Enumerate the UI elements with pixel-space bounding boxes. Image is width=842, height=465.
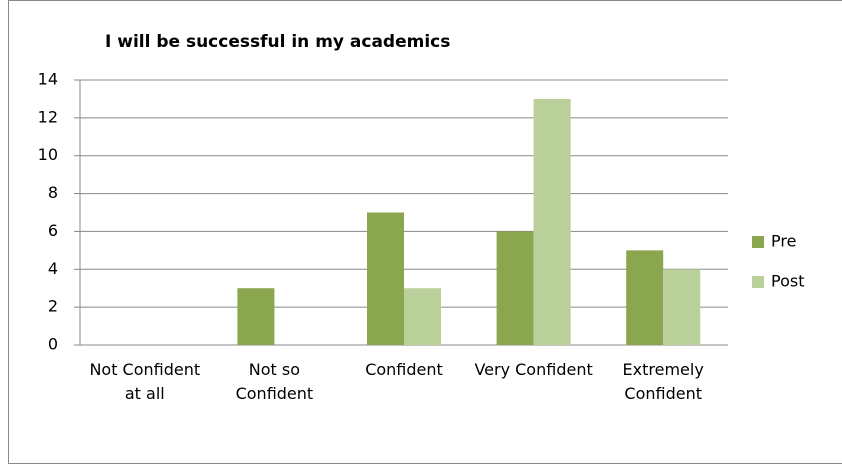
y-tick-label: 12 — [38, 107, 58, 126]
y-tick-label: 2 — [48, 297, 58, 316]
x-tick-label: Not so Confident — [235, 360, 314, 403]
x-tick-label: Confident — [365, 360, 443, 379]
y-tick-label: 0 — [48, 335, 58, 354]
x-tick-label: Very Confident — [474, 360, 593, 379]
x-tick-label: Not Confident at all — [89, 360, 201, 403]
chart-title: I will be successful in my academics — [105, 32, 450, 52]
legend-swatch — [752, 236, 764, 248]
legend-label: Post — [771, 272, 804, 291]
y-tick-label: 14 — [38, 70, 58, 89]
x-tick-label: Extremely Confident — [622, 360, 704, 403]
bar — [533, 98, 571, 345]
y-tick-label: 4 — [48, 259, 58, 278]
y-tick-label: 6 — [48, 221, 58, 240]
bar — [626, 250, 664, 345]
y-tick-label: 8 — [48, 183, 58, 202]
chart-border — [8, 0, 842, 464]
legend-label: Pre — [771, 232, 796, 251]
bar — [237, 288, 275, 345]
bar — [496, 231, 534, 345]
y-tick-label: 10 — [38, 145, 58, 164]
bar — [663, 269, 701, 345]
bar — [367, 212, 404, 345]
bar — [404, 288, 441, 345]
legend-swatch — [752, 276, 764, 288]
